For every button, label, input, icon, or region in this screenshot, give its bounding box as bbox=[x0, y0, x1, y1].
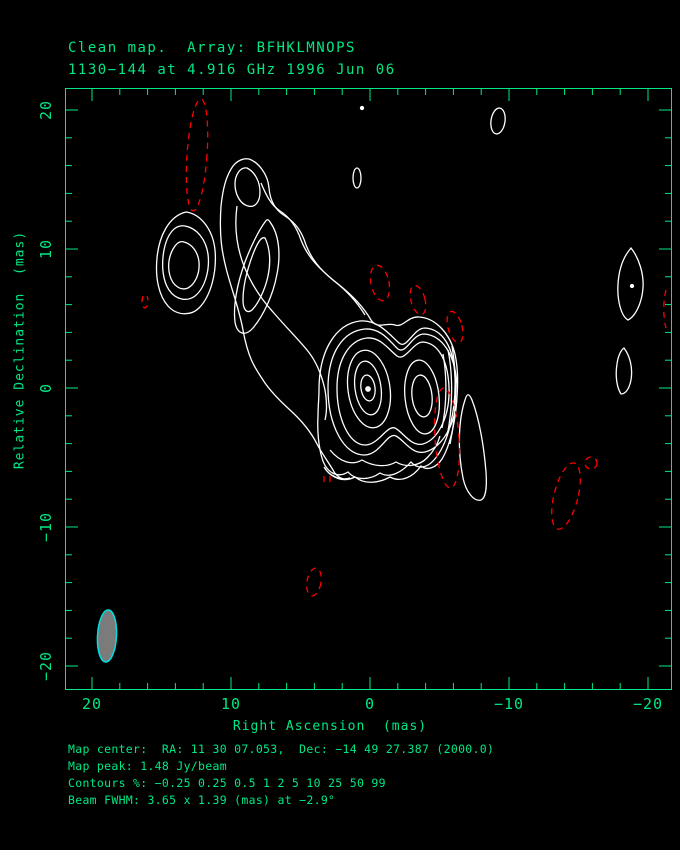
contour-east-bundle-2 bbox=[446, 349, 453, 437]
neg-circle-sw bbox=[584, 456, 598, 470]
contour-map-svg bbox=[65, 88, 672, 690]
contour-knot-inner bbox=[168, 240, 200, 290]
neg-spot-south bbox=[306, 567, 322, 597]
contour-jet-sw-inner bbox=[235, 205, 328, 421]
contour-small-spot-above-jet bbox=[352, 167, 362, 189]
y-tick-label: 20 bbox=[37, 99, 55, 121]
contour-west-blob bbox=[617, 246, 644, 321]
contour-peak1-ring1 bbox=[360, 374, 376, 402]
contour-core-south-wave bbox=[329, 435, 441, 467]
x-tick-label: 10 bbox=[220, 695, 242, 713]
contour-jet-ne-inner bbox=[260, 182, 366, 316]
contour-jet-ridge-inner bbox=[242, 237, 271, 313]
x-tick-label: −20 bbox=[632, 695, 664, 713]
footer-map-peak: Map peak: 1.48 Jy/beam bbox=[68, 759, 227, 773]
contour-se-blob bbox=[458, 394, 487, 501]
contour-core-peanut-inner bbox=[336, 337, 450, 446]
contour-map-plot bbox=[65, 88, 672, 690]
neg-edge-west bbox=[663, 289, 667, 329]
contour-east-bundle-1 bbox=[441, 353, 447, 429]
contour-tiny-dot-top bbox=[359, 105, 365, 111]
contour-peak2-ring2 bbox=[404, 359, 440, 435]
y-tick-label: 0 bbox=[37, 382, 55, 394]
contour-west-blob-dot bbox=[629, 283, 635, 289]
contour-peak1-dot bbox=[365, 386, 371, 392]
map-title-line2: 1130−144 at 4.916 GHz 1996 Jun 06 bbox=[68, 62, 396, 78]
x-tick-label: 20 bbox=[81, 695, 103, 713]
neg-spot-1 bbox=[369, 264, 391, 302]
y-tick-label: −10 bbox=[37, 511, 55, 543]
neg-spot-3 bbox=[446, 310, 464, 344]
beam-ellipse bbox=[96, 609, 118, 663]
neg-tiny-below-core bbox=[323, 476, 331, 486]
contour-west-small-blob bbox=[615, 347, 633, 395]
contour-hook-inner bbox=[234, 167, 261, 208]
positive-contours bbox=[155, 105, 644, 501]
contour-peak2-ring1 bbox=[411, 374, 433, 418]
contour-core-peanut-mid bbox=[327, 328, 458, 456]
y-tick-label: −20 bbox=[37, 650, 55, 682]
x-tick-label: −10 bbox=[493, 695, 525, 713]
contour-knot-outer bbox=[155, 211, 217, 315]
y-tick-label: 10 bbox=[37, 238, 55, 260]
x-tick-label: 0 bbox=[364, 695, 376, 713]
map-title-line1: Clean map. Array: BFHKLMNOPS bbox=[68, 40, 356, 56]
footer-map-center: Map center: RA: 11 30 07.053, Dec: −14 4… bbox=[68, 742, 495, 756]
axis-ticks bbox=[65, 88, 672, 690]
contour-jet-ridge-outer bbox=[233, 219, 280, 334]
contour-core-peanut-outer bbox=[317, 320, 456, 480]
x-axis-title: Right Ascension (mas) bbox=[232, 719, 428, 734]
contour-east-bundle-3 bbox=[449, 345, 457, 445]
footer-beam-fwhm: Beam FWHM: 3.65 x 1.39 (mas) at −2.9° bbox=[68, 793, 336, 807]
neg-ridge-north-of-knot bbox=[185, 98, 209, 212]
plot-frame bbox=[65, 88, 672, 690]
neg-tiny-west-of-knot bbox=[141, 295, 149, 309]
negative-contours bbox=[141, 98, 667, 597]
contour-north-spot bbox=[490, 107, 506, 135]
contour-knot-mid bbox=[162, 225, 210, 301]
y-axis-title: Relative Declination (mas) bbox=[12, 230, 28, 470]
neg-spot-2 bbox=[409, 284, 427, 316]
contour-peak1-ring3 bbox=[346, 349, 392, 429]
neg-ridge-east-of-core bbox=[433, 387, 461, 489]
footer-contour-levels: Contours %: −0.25 0.25 0.5 1 2 5 10 25 5… bbox=[68, 776, 386, 790]
neg-blob-sw bbox=[551, 462, 581, 530]
contour-peak1-ring2 bbox=[353, 360, 383, 416]
